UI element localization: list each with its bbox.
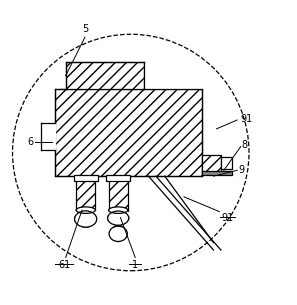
- Text: 1: 1: [132, 260, 138, 271]
- Bar: [66, 62, 144, 89]
- Bar: [202, 155, 221, 172]
- Bar: [109, 176, 128, 212]
- Bar: [74, 175, 98, 181]
- Bar: [106, 175, 130, 181]
- Text: 91: 91: [241, 114, 253, 124]
- Bar: [75, 211, 97, 226]
- Bar: [76, 176, 95, 212]
- Bar: [108, 212, 128, 224]
- Bar: [144, 62, 202, 89]
- Text: 6: 6: [27, 137, 33, 147]
- Ellipse shape: [108, 211, 129, 225]
- Text: 9: 9: [238, 165, 244, 175]
- Text: 8: 8: [242, 140, 248, 150]
- Text: 91: 91: [221, 213, 233, 223]
- Bar: [55, 89, 202, 176]
- Text: 5: 5: [82, 24, 88, 34]
- Bar: [41, 123, 55, 149]
- Ellipse shape: [76, 207, 95, 214]
- Text: 61: 61: [58, 260, 70, 271]
- Bar: [108, 227, 128, 241]
- Bar: [202, 171, 232, 175]
- Ellipse shape: [75, 211, 97, 227]
- Bar: [221, 157, 232, 169]
- Ellipse shape: [109, 207, 128, 214]
- Ellipse shape: [109, 226, 127, 242]
